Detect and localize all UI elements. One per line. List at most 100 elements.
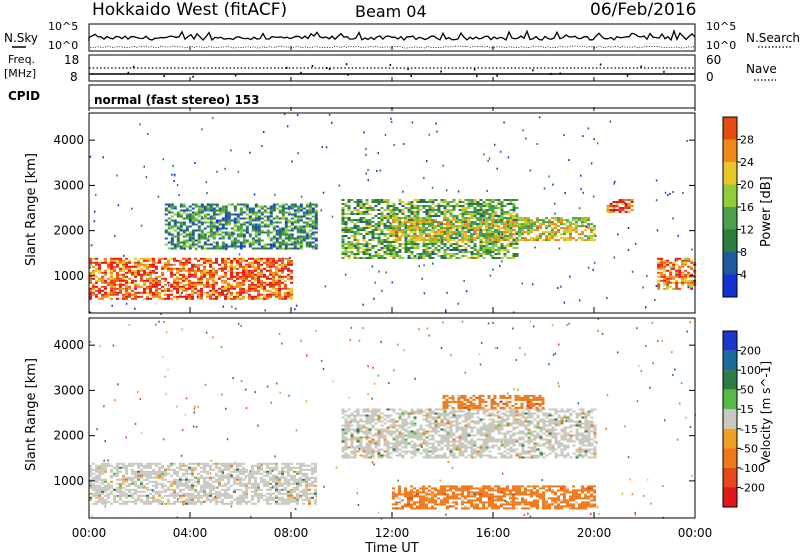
power-cell — [464, 233, 467, 236]
power-cell — [398, 237, 401, 240]
velocity-cell — [191, 474, 194, 477]
power-cell — [371, 257, 375, 259]
velocity-cell — [197, 482, 200, 485]
power-cell — [245, 217, 249, 220]
power-cell — [681, 259, 685, 262]
velocity-cell — [152, 472, 155, 475]
power-cell — [446, 209, 450, 211]
power-cell — [557, 225, 560, 228]
velocity-cell — [341, 436, 345, 439]
power-cell — [365, 233, 369, 235]
power-cell — [416, 227, 419, 230]
velocity-cell — [107, 484, 110, 487]
power-cell — [524, 227, 527, 230]
power-cell — [314, 237, 318, 240]
velocity-cell — [209, 464, 212, 467]
power-cell — [251, 257, 254, 260]
power-cell — [173, 173, 176, 176]
power-cell — [146, 291, 149, 294]
power-cell — [293, 245, 297, 248]
power-cell — [392, 239, 396, 241]
power-cell — [657, 261, 661, 264]
power-cell — [404, 231, 407, 234]
velocity-cell — [302, 464, 305, 467]
power-cell — [239, 209, 243, 212]
power-cell — [185, 283, 188, 286]
velocity-cell — [122, 492, 125, 495]
power-cell — [509, 243, 513, 245]
power-cell — [467, 219, 470, 222]
velocity-cell — [122, 490, 125, 493]
power-cell — [410, 237, 413, 240]
velocity-cell — [152, 468, 155, 471]
power-cell — [398, 249, 402, 251]
power-cell — [362, 257, 366, 259]
power-cell — [101, 271, 104, 274]
power-cell — [299, 231, 303, 234]
power-cell — [191, 239, 195, 242]
power-cell — [593, 233, 596, 236]
velocity-cell — [158, 474, 161, 477]
power-cell — [398, 221, 402, 223]
power-cell — [305, 223, 309, 226]
power-cell — [410, 229, 413, 232]
power-cell — [167, 227, 171, 230]
power-cell — [443, 201, 447, 203]
power-cell — [122, 295, 125, 298]
power-cell — [125, 265, 128, 268]
velocity-cell — [89, 498, 92, 501]
power-cell — [467, 245, 471, 247]
velocity-cell — [239, 496, 242, 499]
power-cell — [170, 241, 174, 244]
velocity-cell — [173, 500, 176, 503]
power-cell — [158, 261, 161, 264]
power-cell — [173, 267, 176, 270]
power-cell — [515, 223, 518, 226]
velocity-cell — [299, 476, 302, 479]
power-cell — [200, 245, 204, 248]
velocity-cell — [362, 414, 366, 417]
power-cell — [440, 241, 444, 243]
power-cell — [98, 269, 101, 272]
velocity-cell — [101, 496, 104, 499]
power-cell — [389, 249, 393, 251]
power-cell — [491, 249, 495, 251]
power-cell — [197, 293, 200, 296]
velocity-cell — [98, 470, 101, 473]
power-cell — [278, 237, 282, 240]
power-cell — [140, 285, 143, 288]
power-cell — [125, 275, 128, 278]
velocity-cell — [149, 488, 152, 491]
velocity-cell — [125, 464, 128, 467]
freq-mark — [300, 71, 302, 74]
power-cell — [218, 237, 222, 240]
power-cell — [515, 215, 519, 217]
power-cell — [440, 255, 444, 257]
velocity-cell — [260, 480, 263, 483]
velocity-cell — [236, 464, 239, 467]
power-cell — [296, 243, 300, 246]
power-cell — [425, 251, 429, 253]
velocity-cell — [224, 494, 227, 497]
power-cell — [224, 213, 228, 216]
power-cell — [437, 205, 441, 207]
power-cell — [395, 251, 399, 253]
power-cell — [593, 261, 596, 264]
velocity-cell — [236, 502, 239, 505]
power-cell — [515, 243, 519, 245]
power-cell — [365, 225, 369, 227]
power-cell — [95, 275, 98, 278]
power-cell — [356, 205, 360, 207]
power-cell — [305, 203, 309, 206]
power-cell — [284, 227, 288, 230]
power-cell — [431, 251, 435, 253]
power-cell — [587, 227, 590, 230]
power-cell — [272, 293, 275, 296]
power-cell — [152, 291, 155, 294]
power-cell — [512, 233, 515, 236]
power-cell — [461, 235, 464, 238]
power-cell — [167, 269, 170, 272]
velocity-cell — [101, 464, 104, 467]
power-cell — [687, 283, 691, 286]
velocity-cell — [143, 494, 146, 497]
